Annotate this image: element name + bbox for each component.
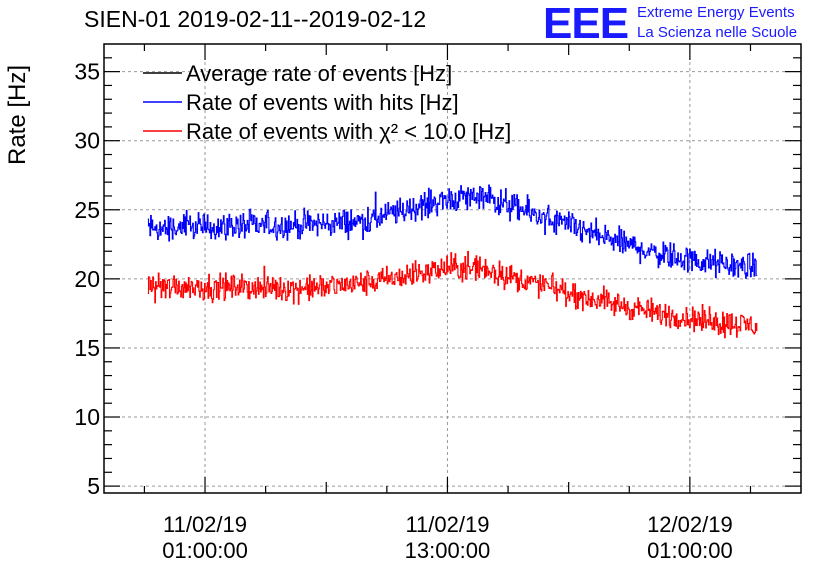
y-tick-label: 25 bbox=[74, 197, 100, 223]
eee-logo: EEE bbox=[543, 0, 629, 48]
legend-label-2: Rate of events with χ² < 10.0 [Hz] bbox=[186, 119, 511, 144]
y-tick-label: 30 bbox=[74, 128, 100, 154]
series-line-2 bbox=[147, 250, 758, 339]
x-tick-label-time: 01:00:00 bbox=[162, 538, 248, 563]
series-line-1 bbox=[147, 184, 758, 279]
legend-label-1: Rate of events with hits [Hz] bbox=[186, 90, 459, 115]
chart-title: SIEN-01 2019-02-11--2019-02-12 bbox=[84, 6, 427, 32]
x-tick-label-time: 13:00:00 bbox=[405, 538, 491, 563]
logo-subtitle-line2: La Scienza nelle Scuole bbox=[637, 24, 798, 41]
x-tick-label-date: 12/02/19 bbox=[647, 512, 733, 537]
logo-subtitle-line1: Extreme Energy Events bbox=[637, 4, 795, 21]
x-tick-label-time: 01:00:00 bbox=[647, 538, 733, 563]
y-tick-label: 20 bbox=[74, 266, 100, 292]
legend-label-0: Average rate of events [Hz] bbox=[186, 61, 452, 86]
y-tick-label: 15 bbox=[74, 335, 100, 361]
y-tick-label: 10 bbox=[74, 404, 100, 430]
x-tick-label-date: 11/02/19 bbox=[405, 512, 489, 537]
x-tick-label-date: 11/02/19 bbox=[163, 512, 247, 537]
y-tick-label: 35 bbox=[74, 59, 100, 85]
plot-frame bbox=[103, 43, 802, 494]
y-tick-label: 5 bbox=[87, 473, 100, 499]
